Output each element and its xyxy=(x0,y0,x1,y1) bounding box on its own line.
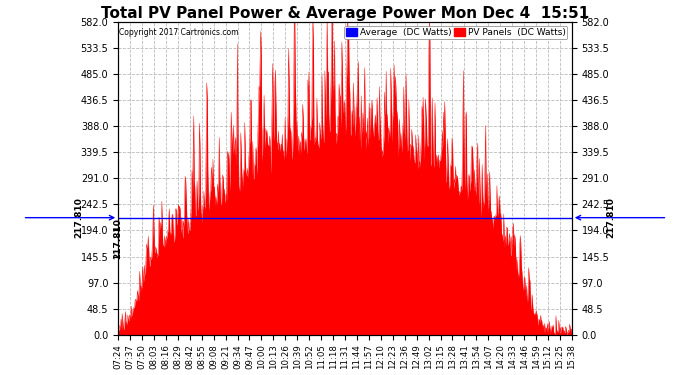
Text: 217.810: 217.810 xyxy=(113,217,122,258)
Text: 217.810: 217.810 xyxy=(607,197,615,238)
Text: 217.810: 217.810 xyxy=(75,197,83,238)
Legend: Average  (DC Watts), PV Panels  (DC Watts): Average (DC Watts), PV Panels (DC Watts) xyxy=(344,26,567,39)
Text: Copyright 2017 Cartronics.com: Copyright 2017 Cartronics.com xyxy=(119,28,239,37)
Title: Total PV Panel Power & Average Power Mon Dec 4  15:51: Total PV Panel Power & Average Power Mon… xyxy=(101,6,589,21)
